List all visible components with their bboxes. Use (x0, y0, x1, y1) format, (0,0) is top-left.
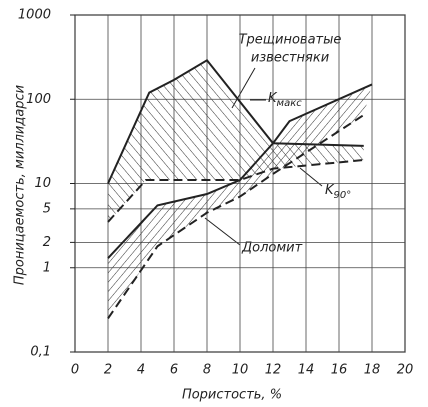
x-tick-label: 12 (265, 363, 282, 378)
series-line (107, 58, 364, 184)
y-tick-label: 100 (26, 92, 51, 107)
annotation: известняки (251, 51, 329, 66)
x-tick-label: 16 (331, 363, 348, 378)
x-tick-label: 8 (203, 363, 211, 378)
annotation-text: K (325, 183, 335, 198)
x-tick-label: 0 (71, 363, 79, 378)
y-tick-label: 5 (43, 201, 51, 216)
series-line (107, 83, 373, 259)
x-tick-label: 6 (170, 363, 178, 378)
annotation: Трещиноватые (239, 33, 342, 48)
hatched-region (108, 60, 364, 222)
hatched-region (108, 84, 372, 319)
pointer (204, 217, 241, 246)
x-axis-title: Пористость, % (182, 388, 282, 403)
pointer (299, 167, 323, 187)
x-tick-label: 2 (104, 363, 112, 378)
y-axis-title: Проницаемость, миллидарси (13, 85, 28, 285)
y-tick-label: 2 (43, 235, 51, 250)
x-tick-label: 10 (232, 363, 249, 378)
annotation-sub: макс (277, 98, 303, 109)
x-tick-label: 18 (364, 363, 381, 378)
series-line (107, 114, 365, 320)
y-tick-label: 0,1 (30, 345, 51, 360)
x-tick-label: 20 (397, 363, 414, 378)
y-tick-label: 1000 (18, 8, 51, 23)
x-tick-label: 4 (137, 363, 145, 378)
annotation-sub: 90° (334, 190, 352, 201)
x-tick-label: 14 (298, 363, 315, 378)
annotation: K90° (325, 183, 351, 202)
y-tick-label: 10 (34, 176, 51, 191)
annotation: Доломит (241, 241, 303, 256)
series-line (107, 159, 364, 223)
y-tick-label: 1 (43, 260, 51, 275)
